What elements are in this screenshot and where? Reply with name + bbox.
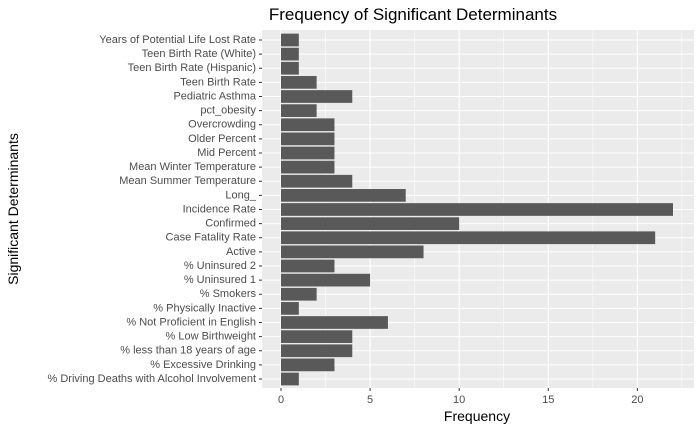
bar	[281, 189, 406, 202]
y-tick-label: Teen Birth Rate (White)	[142, 48, 256, 60]
x-tick-label: 10	[453, 394, 465, 406]
y-axis-title: Significant Determinants	[5, 133, 21, 285]
bar	[281, 217, 460, 230]
bar	[281, 330, 353, 343]
bar	[281, 76, 317, 89]
bar	[281, 259, 335, 273]
y-tick-label: % Smokers	[200, 288, 257, 300]
y-tick-label: Mid Percent	[197, 147, 256, 159]
bar	[281, 47, 299, 61]
y-tick-label: % Uninsured 1	[184, 274, 256, 286]
y-tick-label: Overcrowding	[188, 119, 256, 131]
y-tick-label: Case Fatality Rate	[166, 232, 256, 244]
bar	[281, 316, 388, 329]
bar	[281, 104, 317, 117]
bar	[281, 90, 353, 103]
y-tick-label: Mean Summer Temperature	[119, 175, 256, 187]
bar	[281, 287, 317, 301]
x-tick-label: 5	[367, 394, 373, 406]
y-tick-label: Older Percent	[188, 133, 256, 145]
bar	[281, 358, 335, 372]
y-tick-label: Mean Winter Temperature	[129, 161, 256, 173]
x-tick-label: 0	[278, 394, 284, 406]
y-tick-label: % Uninsured 2	[184, 260, 256, 272]
y-tick-label: Pediatric Asthma	[173, 90, 256, 102]
bar	[281, 273, 371, 287]
x-tick-label: 20	[631, 394, 643, 406]
bar	[281, 372, 299, 386]
bar	[281, 132, 335, 146]
bar	[281, 174, 353, 188]
y-tick-label: Incidence Rate	[183, 203, 256, 215]
bar	[281, 302, 299, 315]
x-tick-label: 15	[542, 394, 554, 406]
y-tick-label: Long_	[225, 189, 256, 201]
y-tick-label: % Low Birthweight	[166, 331, 257, 343]
y-tick-label: % Not Proficient in English	[126, 316, 256, 328]
bar	[281, 61, 299, 75]
x-axis: 0 5 10 15 20	[278, 388, 643, 406]
y-tick-label: % Driving Deaths with Alcohol Involvemen…	[48, 373, 256, 385]
bar	[281, 203, 673, 216]
y-axis: % Driving Deaths with Alcohol Involvemen…	[48, 34, 262, 385]
x-axis-title: Frequency	[444, 408, 510, 424]
y-tick-label: Confirmed	[205, 218, 256, 230]
y-tick-label: % less than 18 years of age	[120, 345, 256, 357]
bar	[281, 160, 335, 174]
y-tick-label: Active	[226, 246, 256, 258]
bar	[281, 33, 299, 47]
bar	[281, 245, 424, 259]
bar	[281, 231, 656, 245]
bar	[281, 146, 335, 160]
y-tick-label: pct_obesity	[200, 105, 256, 117]
y-tick-label: Teen Birth Rate (Hispanic)	[128, 62, 256, 74]
chart-title: Frequency of Significant Determinants	[269, 5, 557, 24]
bars-group	[281, 33, 673, 386]
bar	[281, 344, 353, 358]
y-tick-label: Years of Potential Life Lost Rate	[99, 34, 256, 46]
bar	[281, 118, 335, 132]
y-tick-label: % Excessive Drinking	[150, 359, 256, 371]
y-tick-label: % Physically Inactive	[153, 302, 256, 314]
y-tick-label: Teen Birth Rate	[180, 76, 256, 88]
